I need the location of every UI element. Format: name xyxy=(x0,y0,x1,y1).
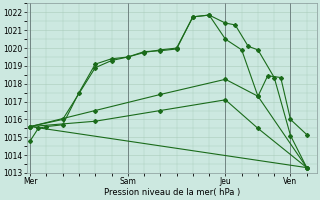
X-axis label: Pression niveau de la mer( hPa ): Pression niveau de la mer( hPa ) xyxy=(104,188,240,197)
